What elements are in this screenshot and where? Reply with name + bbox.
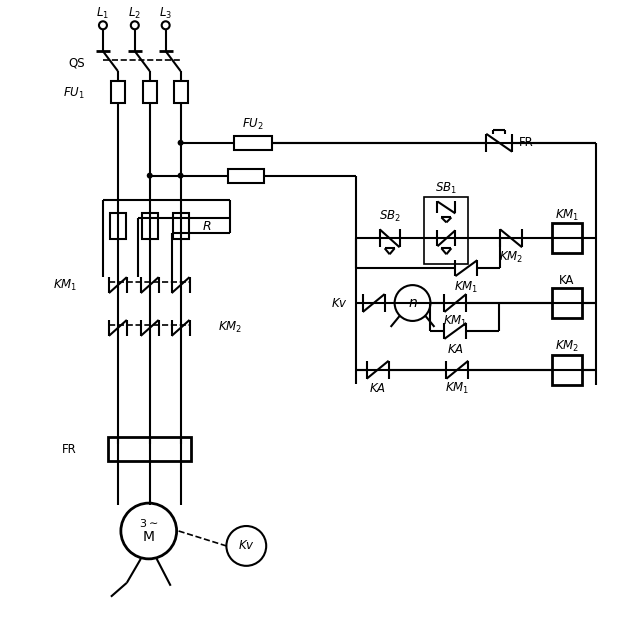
Text: $FU_2$: $FU_2$ <box>242 117 264 133</box>
Text: R: R <box>202 220 211 233</box>
Text: $Kv$: $Kv$ <box>331 297 348 310</box>
Circle shape <box>226 526 266 566</box>
Text: $SB_2$: $SB_2$ <box>379 209 401 224</box>
Bar <box>552 223 582 253</box>
Text: $KA$: $KA$ <box>369 382 386 395</box>
Circle shape <box>131 22 139 29</box>
Text: $KA$: $KA$ <box>447 343 464 356</box>
Text: $KM_1$: $KM_1$ <box>454 280 478 295</box>
Text: FR: FR <box>62 443 77 456</box>
Text: $KM_2$: $KM_2$ <box>499 250 523 265</box>
Circle shape <box>178 173 184 178</box>
Circle shape <box>178 140 184 146</box>
Bar <box>111 81 125 103</box>
Text: $3\sim$: $3\sim$ <box>139 517 158 529</box>
Text: $L_3$: $L_3$ <box>159 6 172 21</box>
Bar <box>552 355 582 384</box>
Text: $KM_1$: $KM_1$ <box>554 208 579 223</box>
Bar <box>174 81 188 103</box>
Text: M: M <box>143 530 155 544</box>
Text: $KM_1$: $KM_1$ <box>445 381 470 396</box>
Text: KA: KA <box>559 273 574 287</box>
Bar <box>173 213 189 239</box>
Circle shape <box>162 22 169 29</box>
Circle shape <box>121 503 176 559</box>
Bar <box>110 213 126 239</box>
Circle shape <box>394 285 430 321</box>
Bar <box>143 81 157 103</box>
Text: $KM_1$: $KM_1$ <box>53 278 77 292</box>
Text: QS: QS <box>69 57 85 70</box>
Text: $Kv$: $Kv$ <box>238 539 255 552</box>
Text: $KM_2$: $KM_2$ <box>219 320 243 336</box>
Bar <box>552 288 582 318</box>
Bar <box>229 168 264 183</box>
Text: $KM_2$: $KM_2$ <box>554 339 579 354</box>
Text: $FU_1$: $FU_1$ <box>63 85 85 101</box>
Text: $L_1$: $L_1$ <box>97 6 110 21</box>
Circle shape <box>147 173 153 178</box>
Bar <box>108 437 191 462</box>
Bar <box>234 136 272 150</box>
Circle shape <box>99 22 107 29</box>
Text: $L_2$: $L_2$ <box>128 6 141 21</box>
Bar <box>142 213 158 239</box>
Bar <box>424 196 468 264</box>
Text: $SB_1$: $SB_1$ <box>435 181 457 196</box>
Text: FR: FR <box>519 136 534 149</box>
Text: $KM_1$: $KM_1$ <box>443 315 467 329</box>
Text: n: n <box>408 296 417 310</box>
